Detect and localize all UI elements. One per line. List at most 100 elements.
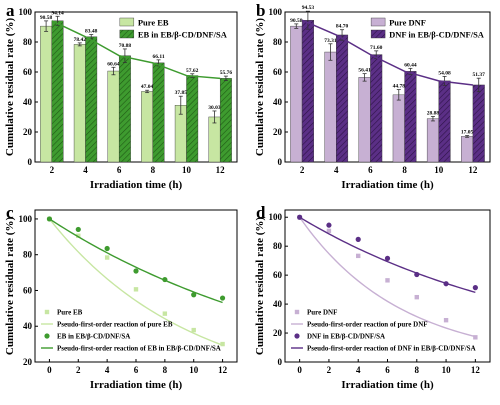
legend-swatch [119,17,135,27]
legend-label: Pseudo-first-order reaction of pure EB [57,321,173,329]
x-tick-label: 12 [468,165,478,175]
y-tick-label: 60 [23,67,33,77]
y-tick-label: 20 [273,328,283,338]
bar [461,136,474,163]
data-label: 60.44 [404,62,417,68]
data-point [104,255,110,260]
y-tick-label: 0 [278,157,283,167]
bar [186,75,199,163]
data-label: 94.53 [302,5,315,11]
data-label: 51.37 [473,72,486,78]
data-point [385,278,390,283]
series-trend-line [301,19,474,86]
x-tick-label: 6 [385,365,390,375]
data-label: 84.70 [336,24,349,30]
x-tick-label: 4 [334,165,339,175]
data-point [191,327,196,333]
x-tick-label: 4 [356,365,361,375]
data-point [191,292,197,298]
data-label: 55.76 [220,70,233,76]
plot-frame [284,11,491,163]
y-tick-label: 60 [273,270,283,280]
legend-label: DNF in EB/β-CD/DNF/SA [307,333,385,341]
data-point [133,268,139,274]
x-tick-label: 8 [402,165,407,175]
legend-label: Pseudo-first-order reaction of pure DNF [307,321,428,329]
panel-letter: b [256,1,265,20]
bar [290,25,303,163]
bar [324,51,337,163]
x-tick-label: 2 [76,365,81,375]
x-axis-label: Irradiation time (h) [341,179,434,191]
data-point [414,294,419,300]
bar [118,55,131,163]
bar [40,25,53,163]
legend-marker [44,333,50,339]
y-axis-label: Cumulative residual rate (%) [4,18,16,157]
bar [438,80,451,163]
bar [336,34,349,163]
bar [107,70,120,163]
fit-curve [299,216,476,338]
data-label: 37.85 [175,90,188,96]
bar [392,94,405,163]
y-tick-label: 60 [273,67,283,77]
data-label: 83.48 [85,29,98,35]
bar [301,20,314,163]
data-point [356,253,361,259]
x-tick-label: 2 [50,165,55,175]
x-tick-label: 12 [216,165,226,175]
panel-c: c 20 40 60 80 100 0 2 4 6 8 10 12 Pure EB Pseudo-first… [4,203,238,391]
data-point [162,311,168,316]
x-tick-label: 0 [297,365,302,375]
data-label: 78.42 [74,37,87,43]
y-tick-label: 40 [23,97,33,107]
x-tick-label: 8 [415,365,420,375]
bar [141,91,154,163]
x-tick-label: 12 [218,365,228,375]
bar [404,71,417,163]
bar [208,116,221,163]
legend-marker [44,309,50,315]
bar [51,20,64,163]
y-tick-label: 20 [273,127,283,137]
legend-label: DNF in EB/β-CD/DNF/SA [389,30,485,40]
panel-letter: c [6,203,14,222]
legend-swatch [370,17,386,27]
data-label: 17.05 [461,130,474,136]
legend-swatch [119,29,135,39]
legend-label: Pseudo-first-order reaction of DNF in EB… [307,345,476,353]
y-tick-label: 80 [273,241,283,251]
panel-letter: d [256,203,266,222]
legend-label: Pure DNF [389,18,426,28]
data-point [326,228,332,234]
y-tick-label: 80 [23,250,33,260]
data-point [384,255,391,261]
legend-label: EB in EB/β-CD/DNF/SA [138,30,228,40]
data-label: 90.58 [290,18,303,24]
panel-letter: a [6,1,15,20]
x-tick-label: 10 [434,165,444,175]
data-label: 54.08 [438,70,451,76]
x-tick-label: 10 [182,165,192,175]
y-tick-label: 100 [269,7,283,17]
data-label: 56.41 [358,68,371,74]
data-label: 66.11 [153,54,165,60]
x-axis-label: Irradiation time (h) [341,379,434,391]
fit-curve [299,216,476,294]
y-axis-label: Cumulative residual rate (%) [4,217,16,356]
x-tick-label: 6 [368,165,373,175]
data-point [220,341,225,347]
legend-label: Pure DNF [307,309,337,317]
legend-marker [294,309,300,315]
fit-curve [48,218,223,346]
y-tick-label: 100 [19,214,33,224]
bar [426,118,439,163]
panel-b: b 0 20 40 60 80 100 2 90.58 94.53 4 73.31 84.70 6 56.4… [254,1,491,191]
data-label: 94.14 [51,10,64,16]
data-point [75,226,81,233]
y-tick-label: 100 [269,212,283,222]
x-tick-label: 6 [117,165,122,175]
data-point [219,295,226,301]
